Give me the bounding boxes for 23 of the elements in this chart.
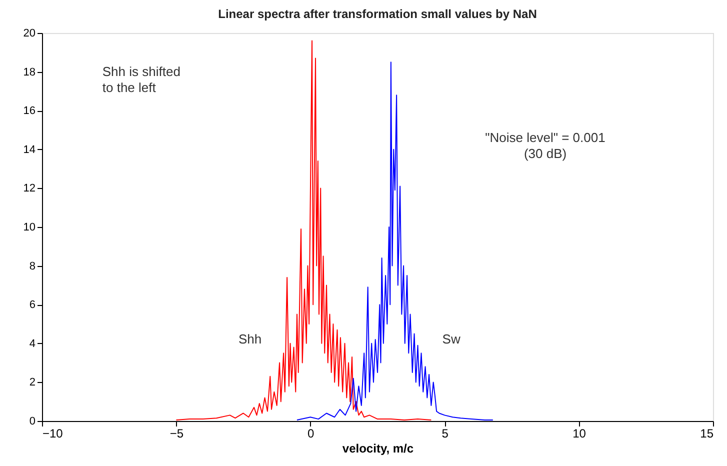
x-tick-label: 10 bbox=[572, 426, 586, 440]
y-tick-label: 4 bbox=[29, 338, 36, 350]
y-tick-label: 18 bbox=[23, 66, 36, 78]
y-tick-label: 16 bbox=[23, 105, 36, 118]
y-tick-label: 12 bbox=[23, 182, 36, 195]
y-tick-label: 6 bbox=[29, 299, 36, 312]
y-tick-label: 8 bbox=[29, 260, 36, 272]
y-tick-label: 0 bbox=[29, 416, 36, 428]
annotation: "Noise level" = 0.001 (30 dB) bbox=[485, 130, 606, 161]
series-label: Sw bbox=[442, 332, 461, 347]
x-tick-label: 5 bbox=[442, 426, 449, 440]
x-tick-label: 0 bbox=[308, 426, 315, 440]
x-tick-label: −10 bbox=[42, 426, 64, 440]
x-tick-label: 15 bbox=[700, 426, 714, 440]
x-tick-label: −5 bbox=[170, 426, 184, 440]
series-label: Shh bbox=[238, 332, 262, 347]
y-tick-label: 14 bbox=[23, 144, 36, 156]
y-tick-label: 2 bbox=[29, 376, 36, 389]
chart-title: Linear spectra after transformation small values by NaN bbox=[218, 7, 537, 21]
y-tick-label: 10 bbox=[23, 222, 36, 234]
y-tick-label: 20 bbox=[23, 28, 36, 40]
x-axis-title: velocity, m/c bbox=[342, 442, 414, 456]
annotation: Shh is shifted to the left bbox=[102, 64, 180, 95]
